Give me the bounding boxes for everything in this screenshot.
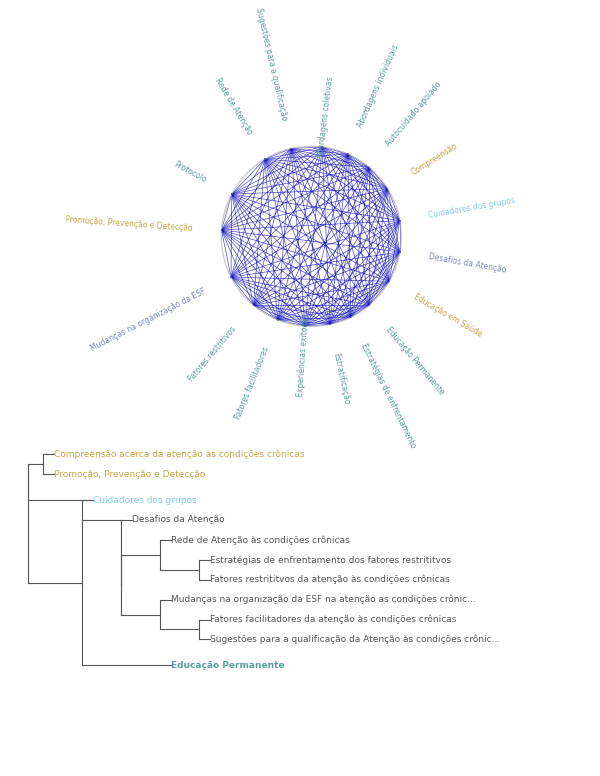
Text: Mudanças na organização da ESF na atenção as condições crônic...: Mudanças na organização da ESF na atençã…: [171, 595, 476, 605]
Text: Compreensão: Compreensão: [410, 141, 460, 177]
Text: Educação Permanente: Educação Permanente: [171, 660, 284, 670]
Text: Compreensão acerca da atenção às condições crônicas: Compreensão acerca da atenção às condiçõ…: [54, 450, 305, 459]
Text: Abordagens individuais: Abordagens individuais: [356, 43, 400, 129]
Text: Mudanças na organização da ESF: Mudanças na organização da ESF: [89, 286, 207, 353]
Text: Educação Permanente: Educação Permanente: [385, 325, 446, 396]
Text: Rede de Atenção às condições crônicas: Rede de Atenção às condições crônicas: [171, 535, 350, 545]
Text: Rede de Atenção: Rede de Atenção: [212, 76, 254, 137]
Text: Sugestões para a qualificação: Sugestões para a qualificação: [254, 7, 289, 121]
Text: Cuidadores dos grupos: Cuidadores dos grupos: [428, 196, 516, 220]
Text: Cuidadores dos grupos: Cuidadores dos grupos: [93, 496, 197, 504]
Text: Educação em Saúde: Educação em Saúde: [412, 292, 484, 338]
Text: Desafios da Atenção: Desafios da Atenção: [132, 515, 224, 525]
Text: Estratificação: Estratificação: [332, 352, 352, 405]
Text: Protocolo: Protocolo: [172, 160, 208, 184]
Text: Estratégias de enfrentamento dos fatores restrititvos: Estratégias de enfrentamento dos fatores…: [210, 555, 451, 564]
Text: Estratégias de enfrentamento: Estratégias de enfrentamento: [359, 341, 418, 449]
Text: Promoção, Prevenção e Detecção: Promoção, Prevenção e Detecção: [54, 470, 205, 479]
Text: Fatores restritivos: Fatores restritivos: [187, 325, 238, 383]
Text: Sugestões para a qualificação da Atenção às condições crônic...: Sugestões para a qualificação da Atenção…: [210, 635, 500, 644]
Text: Autocuidado apoiado: Autocuidado apoiado: [385, 80, 443, 147]
Text: Desafios da Atenção: Desafios da Atenção: [428, 252, 507, 275]
Text: Promoção, Prevenção e Detecção: Promoção, Prevenção e Detecção: [65, 215, 193, 233]
Text: Fatores restrititvos da atenção às condições crônicas: Fatores restrititvos da atenção às condi…: [210, 575, 450, 584]
Text: Experiências exitosas: Experiências exitosas: [295, 314, 311, 397]
Text: Abordagens coletivas: Abordagens coletivas: [316, 76, 335, 159]
Text: Fatores facilitadores: Fatores facilitadores: [233, 345, 271, 421]
Text: Fatores facilitadores da atenção às condições crônicas: Fatores facilitadores da atenção às cond…: [210, 615, 457, 624]
